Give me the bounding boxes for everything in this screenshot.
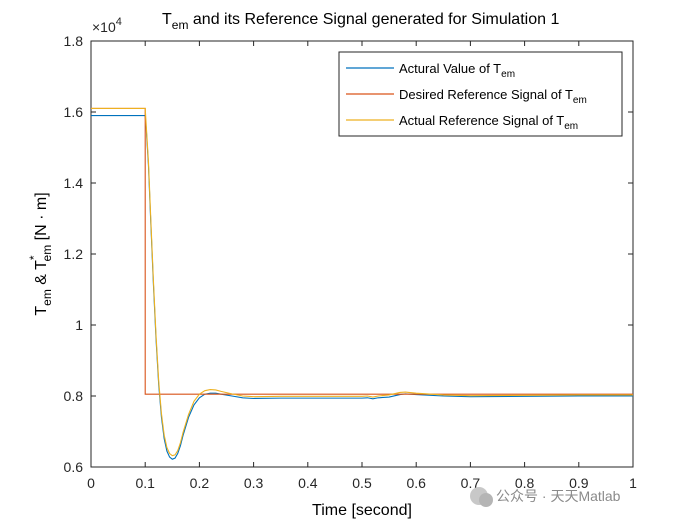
watermark: 公众号 · 天天Matlab <box>470 487 621 507</box>
wechat-icon-bubble <box>479 493 493 507</box>
y-label-p1: T <box>33 306 50 316</box>
chart-title-group: ×104 Tem and its Reference Signal genera… <box>92 11 559 35</box>
y-tick-label: 1.2 <box>64 246 84 262</box>
x-axis-label: Time [second] <box>312 502 412 519</box>
legend-label-2: Actual Reference Signal of Tem <box>399 113 578 132</box>
legend-label-1: Desired Reference Signal of Tem <box>399 87 587 106</box>
chart-title-main: T <box>162 11 172 28</box>
y-tick-label: 1.6 <box>64 104 84 120</box>
y-label-p2-sup: * <box>27 255 41 260</box>
legend-label-sub: em <box>573 95 587 106</box>
x-tick-label: 0.8 <box>515 475 535 491</box>
x-tick-label: 0.7 <box>461 475 481 491</box>
x-tick-label: 0.3 <box>244 475 264 491</box>
y-tick-label: 1.4 <box>64 175 84 191</box>
x-tick-label: 0.6 <box>406 475 426 491</box>
legend-label-text: Actural Value of T <box>399 61 501 76</box>
exponent-power: 4 <box>116 16 122 28</box>
exponent-base: ×10 <box>92 19 116 35</box>
legend-label-sub: em <box>501 69 515 80</box>
x-tick-label: 0.2 <box>190 475 210 491</box>
legend-label-sub: em <box>564 121 578 132</box>
watermark-text: 公众号 · 天天Matlab <box>496 488 621 504</box>
legend-label-text: Desired Reference Signal of T <box>399 87 573 102</box>
x-tick-label: 0.5 <box>352 475 372 491</box>
series-group <box>91 107 633 460</box>
y-label-p2: & T <box>33 260 50 289</box>
chart-title-rest: and its Reference Signal generated for S… <box>188 11 559 28</box>
y-tick-label: 1 <box>75 317 83 333</box>
y-label-p3: [N · m] <box>33 192 50 244</box>
series-line-1 <box>91 107 633 395</box>
y-label-p2-sub: em <box>40 245 54 262</box>
x-tick-label: 0 <box>87 475 95 491</box>
series-line-2 <box>91 107 633 457</box>
x-tick-label: 1 <box>629 475 637 491</box>
y-tick-label: 0.6 <box>64 459 84 475</box>
axis-ticks: 0 0.1 0.2 0.3 0.4 0.5 0.6 0.7 0.8 0.9 1 0.6 0.8 1 1.2 1… <box>64 33 638 491</box>
chart-title: Tem and its Reference Signal generated f… <box>162 11 559 32</box>
x-tick-label: 0.4 <box>298 475 318 491</box>
exponent-label: ×104 <box>92 16 122 35</box>
legend-label-text: Actual Reference Signal of T <box>399 113 564 128</box>
y-axis-label: Tem & T*em [N · m] <box>27 192 54 315</box>
x-tick-label: 0.1 <box>135 475 155 491</box>
chart-title-sub: em <box>172 18 189 32</box>
x-tick-label: 0.9 <box>569 475 589 491</box>
y-tick-label: 0.8 <box>64 388 84 404</box>
y-label-p1-sub: em <box>40 289 54 306</box>
legend-label-0: Actural Value of Tem <box>399 61 515 80</box>
y-tick-label: 1.8 <box>64 33 84 49</box>
